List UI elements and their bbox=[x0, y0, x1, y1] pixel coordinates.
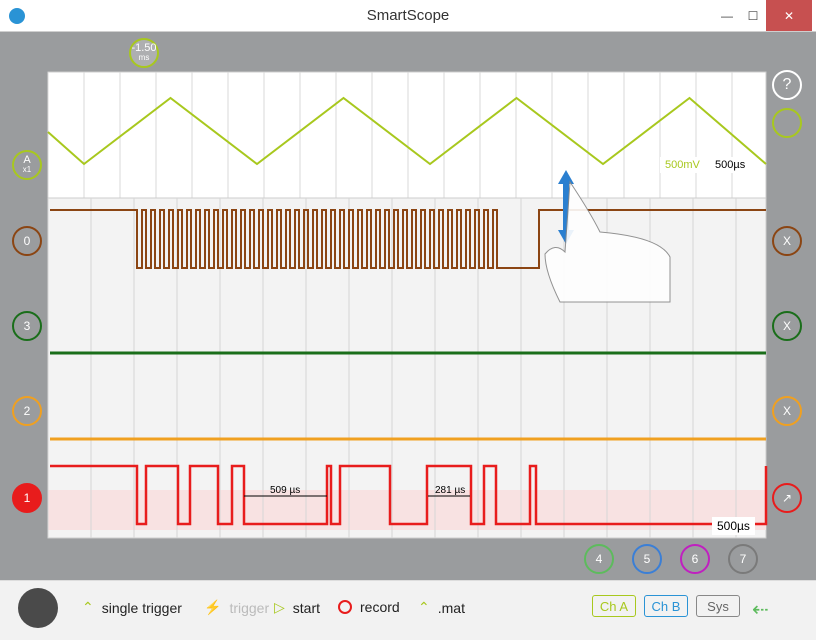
digital-channel-7-button[interactable]: 7 bbox=[728, 544, 758, 574]
mat-label: .mat bbox=[437, 599, 465, 616]
scope-canvas bbox=[47, 71, 768, 539]
analog-offset-handle[interactable] bbox=[772, 108, 802, 138]
play-icon: ▷ bbox=[274, 599, 285, 615]
measure2-label: 281 µs bbox=[435, 485, 466, 496]
usb-icon: ⇠ bbox=[752, 599, 769, 621]
record-icon bbox=[338, 600, 352, 614]
minimize-button[interactable]: — bbox=[721, 8, 733, 23]
scope-stage: -1.50 ms A x1 ? 500mV 500µs 0 3 2 1 X X X ↗ 50… bbox=[0, 32, 816, 580]
record-label: record bbox=[360, 599, 400, 615]
maximize-button[interactable]: ☐ bbox=[747, 8, 759, 23]
help-button[interactable]: ? bbox=[772, 70, 802, 100]
main-time-div: 500µs bbox=[712, 517, 755, 535]
channel-2-handle[interactable]: 2 bbox=[12, 396, 42, 426]
sys-button[interactable]: Sys bbox=[696, 595, 740, 617]
digital-channel-4-button[interactable]: 4 bbox=[584, 544, 614, 574]
ch-a-button[interactable]: Ch A bbox=[592, 595, 636, 617]
measure1-label: 509 µs bbox=[270, 485, 301, 496]
time-marker-unit: ms bbox=[138, 53, 150, 62]
channel-0-right-handle[interactable]: X bbox=[772, 226, 802, 256]
mat-export-button[interactable]: ⌃ .mat bbox=[418, 599, 465, 616]
volt-div-label: 500mV bbox=[660, 157, 705, 173]
time-marker-value: -1.50 bbox=[131, 42, 157, 54]
lightning-icon: ⚡ bbox=[204, 599, 222, 615]
chevron-up-icon: ⌃ bbox=[82, 599, 94, 615]
window-title: SmartScope bbox=[366, 7, 450, 24]
channel-a-sub: x1 bbox=[22, 165, 32, 174]
digital-channel-5-button[interactable]: 5 bbox=[632, 544, 662, 574]
overview-time-div: 500µs bbox=[710, 157, 751, 173]
single-trigger-button[interactable]: ⌃ single trigger bbox=[82, 599, 182, 616]
hand-gesture-icon bbox=[544, 180, 671, 303]
analog-channel-a[interactable]: A x1 bbox=[12, 150, 42, 180]
logo-icon[interactable] bbox=[18, 588, 58, 628]
time-marker[interactable]: -1.50 ms bbox=[129, 38, 159, 68]
start-button[interactable]: ▷ start bbox=[274, 599, 320, 616]
trigger-edge-icon[interactable]: ↗ bbox=[772, 483, 802, 513]
chevron-up-icon-2: ⌃ bbox=[418, 599, 430, 615]
channel-1-right-handle[interactable]: X bbox=[772, 311, 802, 341]
channel-0-handle[interactable]: 0 bbox=[12, 226, 42, 256]
channel-3-handle[interactable]: 3 bbox=[12, 311, 42, 341]
trigger-label: trigger bbox=[229, 599, 270, 616]
channel-a-label: A bbox=[23, 154, 31, 166]
arrow-up-icon bbox=[558, 170, 574, 184]
ch0-waveform bbox=[50, 209, 766, 269]
ch1-waveform bbox=[50, 464, 768, 526]
close-button[interactable]: ✕ bbox=[766, 0, 812, 31]
single-trigger-label: single trigger bbox=[101, 599, 182, 616]
digital-channel-6-button[interactable]: 6 bbox=[680, 544, 710, 574]
bottom-toolbar bbox=[0, 580, 816, 640]
record-button[interactable]: record bbox=[338, 599, 400, 615]
channel-2-right-handle[interactable]: X bbox=[772, 396, 802, 426]
ch-b-button[interactable]: Ch B bbox=[644, 595, 688, 617]
overview-waveform bbox=[47, 96, 767, 166]
trigger-button[interactable]: ⚡ trigger bbox=[204, 599, 269, 616]
title-bar: SmartScope — ☐ ✕ bbox=[0, 0, 816, 32]
overview-panel bbox=[47, 71, 767, 209]
start-label: start bbox=[292, 599, 321, 616]
app-icon bbox=[9, 8, 25, 24]
channel-1-handle[interactable]: 1 bbox=[12, 483, 42, 513]
